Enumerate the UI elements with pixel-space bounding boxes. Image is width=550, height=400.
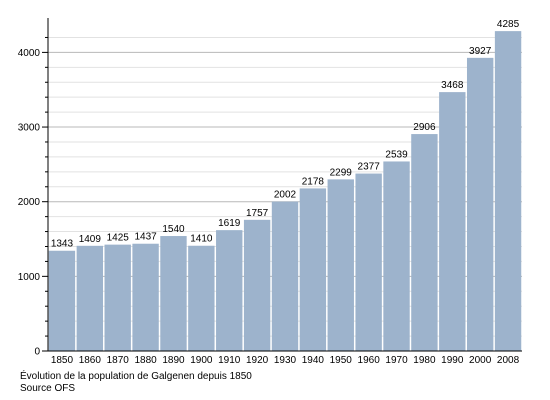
y-tick-label: 4000 — [18, 48, 41, 59]
y-tick-label: 1000 — [18, 272, 41, 283]
x-tick-label: 1910 — [218, 355, 241, 366]
bar — [76, 245, 104, 351]
bar — [466, 57, 494, 352]
data-labels: 1343 1409 1425 1437 1540 1410 1619 1757 2002 2178… — [51, 19, 520, 250]
bar-value-label: 3927 — [469, 46, 492, 57]
bars — [48, 31, 522, 352]
x-tick-label: 1970 — [385, 355, 408, 366]
bar — [494, 31, 522, 351]
x-tick-label: 2008 — [497, 355, 520, 366]
bar-value-label: 4285 — [497, 19, 520, 30]
x-tick-label: 1920 — [246, 355, 269, 366]
bar-value-label: 1410 — [190, 234, 213, 245]
x-tick-label: 1880 — [134, 355, 157, 366]
bar-value-label: 1619 — [218, 218, 241, 229]
bar-value-label: 1409 — [79, 234, 102, 245]
x-tick-label: 1980 — [413, 355, 436, 366]
bar-value-label: 2178 — [302, 176, 325, 187]
y-tick-label: 2000 — [18, 197, 41, 208]
bar-value-label: 2539 — [385, 149, 408, 160]
bar — [299, 188, 327, 351]
bar — [48, 250, 76, 351]
chart-caption-source: Source OFS — [20, 383, 76, 394]
x-tick-label: 1860 — [79, 355, 102, 366]
bar-value-label: 2299 — [330, 167, 353, 178]
bar — [327, 179, 354, 351]
bar-value-label: 2906 — [413, 122, 436, 133]
bar-value-label: 1540 — [162, 224, 185, 235]
bar-value-label: 1343 — [51, 239, 74, 250]
axes: 0 1000 2000 3000 4000 1850 1860 1870 1880 1890 190… — [18, 18, 522, 366]
bar — [104, 244, 131, 351]
bar-value-label: 1757 — [246, 208, 269, 219]
bar — [355, 173, 382, 351]
bar-value-label: 2377 — [358, 162, 381, 173]
bar — [132, 243, 159, 351]
x-tick-label: 1960 — [358, 355, 381, 366]
chart-caption-title: Évolution de la population de Galgenen d… — [20, 371, 252, 382]
bar — [271, 201, 299, 351]
bar-value-label: 2002 — [274, 190, 297, 201]
x-tick-label: 1950 — [330, 355, 353, 366]
x-tick-label: 1930 — [274, 355, 297, 366]
bar-value-label: 3468 — [441, 80, 464, 91]
bar-value-label: 1437 — [134, 232, 157, 243]
bar — [160, 236, 187, 351]
x-tick-label: 1870 — [107, 355, 130, 366]
bar — [216, 230, 243, 351]
bar — [243, 219, 271, 351]
x-tick-label: 1990 — [441, 355, 464, 366]
bar — [383, 161, 410, 351]
bar — [411, 134, 438, 351]
x-tick-label: 1940 — [302, 355, 325, 366]
y-tick-label: 0 — [34, 347, 40, 358]
bar-value-label: 1425 — [107, 233, 130, 244]
bar — [439, 92, 466, 351]
x-tick-label: 1890 — [162, 355, 185, 366]
bar — [188, 245, 215, 351]
y-tick-label: 3000 — [18, 123, 41, 134]
x-tick-label: 1850 — [51, 355, 74, 366]
x-tick-label: 2000 — [469, 355, 492, 366]
x-tick-label: 1900 — [190, 355, 213, 366]
